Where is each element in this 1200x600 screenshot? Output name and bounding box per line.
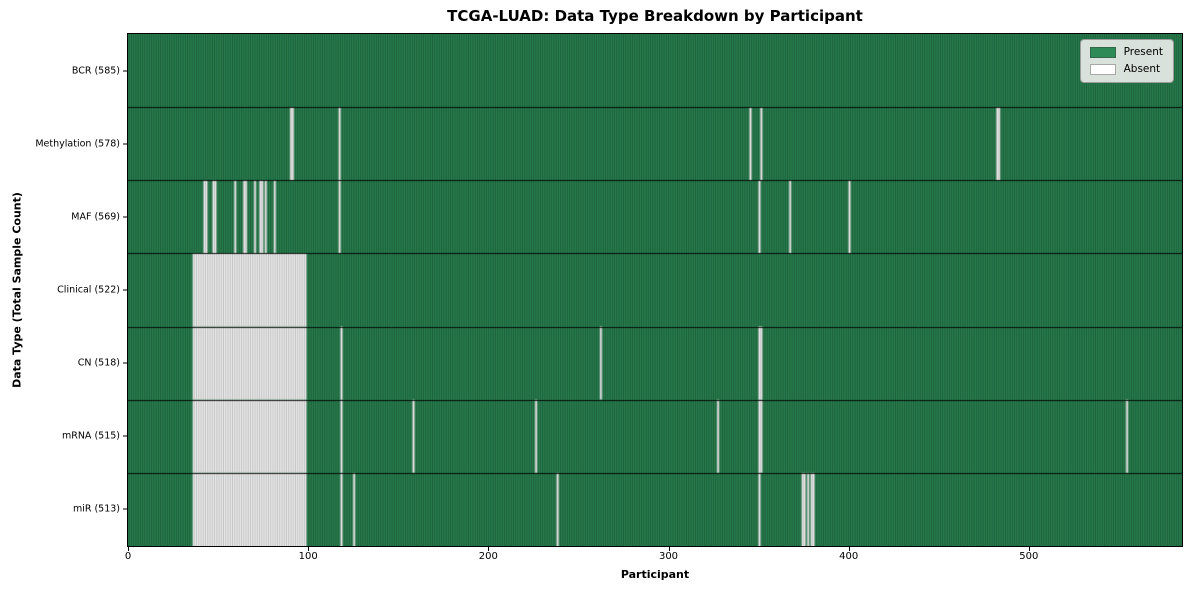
absent-color-swatch	[1089, 64, 1116, 75]
x-axis-title: Participant	[620, 568, 690, 581]
y-axis-title: Data Type (Total Sample Count)	[10, 192, 24, 388]
chart-title: TCGA-LUAD: Data Type Breakdown by Partic…	[447, 7, 863, 25]
x-tick-label: 0	[124, 551, 132, 562]
legend-label-absent: Absent	[1123, 63, 1161, 76]
legend-item-present: Present	[1089, 46, 1163, 59]
y-tick-label: mRNA (515)	[61, 430, 120, 442]
x-tick-mark	[848, 547, 850, 551]
x-tick-mark	[308, 547, 310, 551]
y-tick-label: miR (513)	[72, 503, 120, 515]
y-tick-label: BCR (585)	[71, 65, 120, 77]
heatmap-canvas	[128, 34, 1182, 546]
x-tick-mark	[1028, 547, 1030, 551]
x-tick-mark	[128, 547, 129, 551]
legend-label-present: Present	[1123, 46, 1163, 59]
x-tick-label: 100	[298, 551, 318, 562]
legend: Present Absent	[1079, 39, 1174, 83]
x-tick-label: 500	[1019, 551, 1039, 562]
x-tick-mark	[488, 547, 490, 551]
x-tick-label: 400	[839, 551, 859, 562]
y-tick-label: Methylation (578)	[35, 138, 120, 150]
x-tick-label: 200	[478, 551, 498, 562]
x-tick-mark	[668, 547, 670, 551]
x-tick-label: 300	[658, 551, 679, 562]
legend-item-absent: Absent	[1089, 63, 1163, 76]
present-color-swatch	[1089, 47, 1116, 58]
plot-area	[127, 33, 1183, 547]
